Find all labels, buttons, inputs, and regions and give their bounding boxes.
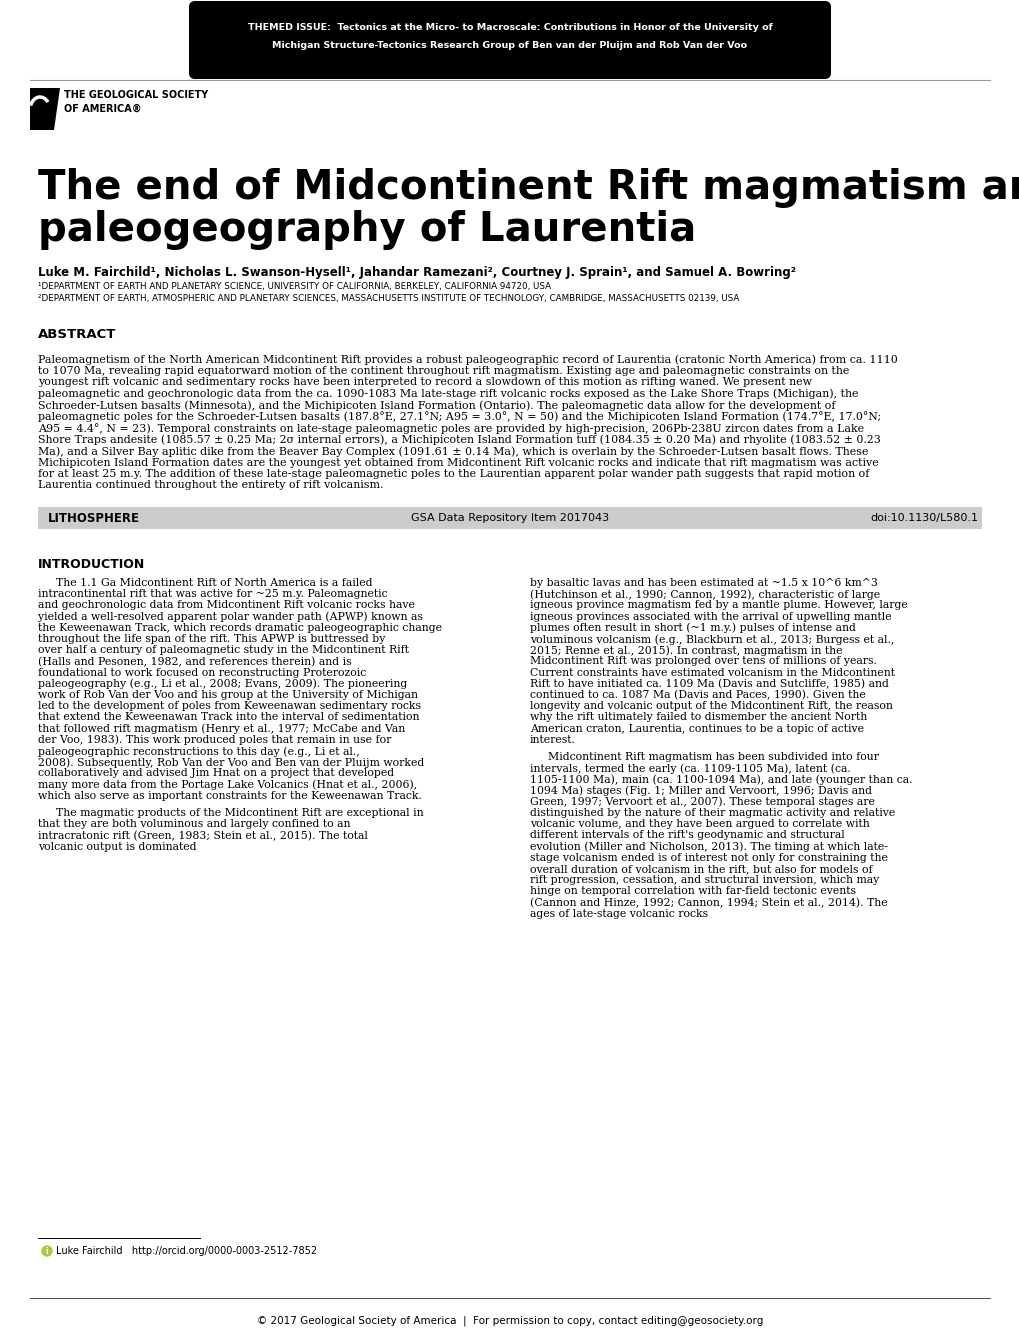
Text: Shore Traps andesite (1085.57 ± 0.25 Ma; 2σ internal errors), a Michipicoten Isl: Shore Traps andesite (1085.57 ± 0.25 Ma;… [38, 434, 880, 445]
Text: longevity and volcanic output of the Midcontinent Rift, the reason: longevity and volcanic output of the Mid… [530, 702, 892, 711]
Text: Midcontinent Rift magmatism has been subdivided into four: Midcontinent Rift magmatism has been sub… [547, 753, 878, 762]
Text: why the rift ultimately failed to dismember the ancient North: why the rift ultimately failed to dismem… [530, 712, 866, 723]
Text: American craton, Laurentia, continues to be a topic of active: American craton, Laurentia, continues to… [530, 723, 863, 734]
Text: throughout the life span of the rift. This APWP is buttressed by: throughout the life span of the rift. Th… [38, 634, 385, 644]
Text: yielded a well-resolved apparent polar wander path (APWP) known as: yielded a well-resolved apparent polar w… [38, 612, 423, 622]
Text: Laurentia continued throughout the entirety of rift volcanism.: Laurentia continued throughout the entir… [38, 481, 383, 491]
Text: 2008). Subsequently, Rob Van der Voo and Ben van der Pluijm worked: 2008). Subsequently, Rob Van der Voo and… [38, 757, 424, 767]
Text: volcanic volume, and they have been argued to correlate with: volcanic volume, and they have been argu… [530, 820, 869, 829]
Text: by basaltic lavas and has been estimated at ~1.5 x 10^6 km^3: by basaltic lavas and has been estimated… [530, 578, 877, 589]
Text: Rift to have initiated ca. 1109 Ma (Davis and Sutcliffe, 1985) and: Rift to have initiated ca. 1109 Ma (Davi… [530, 679, 888, 689]
Text: over half a century of paleomagnetic study in the Midcontinent Rift: over half a century of paleomagnetic stu… [38, 645, 409, 656]
Text: that they are both voluminous and largely confined to an: that they are both voluminous and largel… [38, 820, 351, 829]
Text: (Cannon and Hinze, 1992; Cannon, 1994; Stein et al., 2014). The: (Cannon and Hinze, 1992; Cannon, 1994; S… [530, 898, 887, 909]
Text: paleomagnetic and geochronologic data from the ca. 1090-1083 Ma late-stage rift : paleomagnetic and geochronologic data fr… [38, 388, 858, 399]
Text: The 1.1 Ga Midcontinent Rift of North America is a failed: The 1.1 Ga Midcontinent Rift of North Am… [56, 578, 372, 589]
Text: work of Rob Van der Voo and his group at the University of Michigan: work of Rob Van der Voo and his group at… [38, 689, 418, 700]
Text: interest.: interest. [530, 735, 576, 745]
Text: 1094 Ma) stages (Fig. 1; Miller and Vervoort, 1996; Davis and: 1094 Ma) stages (Fig. 1; Miller and Verv… [530, 786, 871, 796]
Text: stage volcanism ended is of interest not only for constraining the: stage volcanism ended is of interest not… [530, 853, 887, 863]
Text: plumes often result in short (~1 m.y.) pulses of intense and: plumes often result in short (~1 m.y.) p… [530, 622, 855, 633]
Text: Ma), and a Silver Bay aplitic dike from the Beaver Bay Complex (1091.61 ± 0.14 M: Ma), and a Silver Bay aplitic dike from … [38, 446, 867, 457]
Text: distinguished by the nature of their magmatic activity and relative: distinguished by the nature of their mag… [530, 808, 895, 818]
Text: © 2017 Geological Society of America  |  For permission to copy, contact editing: © 2017 Geological Society of America | F… [257, 1316, 762, 1327]
Text: LITHOSPHERE: LITHOSPHERE [48, 512, 140, 524]
Text: Schroeder-Lutsen basalts (Minnesota), and the Michipicoten Island Formation (Ont: Schroeder-Lutsen basalts (Minnesota), an… [38, 401, 835, 410]
Text: OF AMERICA®: OF AMERICA® [64, 103, 142, 114]
Text: (Halls and Pesonen, 1982, and references therein) and is: (Halls and Pesonen, 1982, and references… [38, 656, 352, 667]
Text: Michipicoten Island Formation dates are the youngest yet obtained from Midcontin: Michipicoten Island Formation dates are … [38, 457, 878, 468]
Text: collaboratively and advised Jim Hnat on a project that developed: collaboratively and advised Jim Hnat on … [38, 769, 393, 778]
Text: doi:10.1130/L580.1: doi:10.1130/L580.1 [869, 513, 977, 523]
Text: ²DEPARTMENT OF EARTH, ATMOSPHERIC AND PLANETARY SCIENCES, MASSACHUSETTS INSTITUT: ²DEPARTMENT OF EARTH, ATMOSPHERIC AND PL… [38, 294, 739, 302]
Text: foundational to work focused on reconstructing Proterozoic: foundational to work focused on reconstr… [38, 668, 366, 677]
FancyBboxPatch shape [189, 1, 830, 79]
Text: igneous province magmatism fed by a mantle plume. However, large: igneous province magmatism fed by a mant… [530, 601, 907, 610]
Text: The magmatic products of the Midcontinent Rift are exceptional in: The magmatic products of the Midcontinen… [56, 808, 423, 818]
Text: youngest rift volcanic and sedimentary rocks have been interpreted to record a s: youngest rift volcanic and sedimentary r… [38, 378, 811, 387]
Text: THE GEOLOGICAL SOCIETY: THE GEOLOGICAL SOCIETY [64, 90, 208, 99]
Text: Luke M. Fairchild¹, Nicholas L. Swanson-Hysell¹, Jahandar Ramezani², Courtney J.: Luke M. Fairchild¹, Nicholas L. Swanson-… [38, 266, 795, 280]
Text: many more data from the Portage Lake Volcanics (Hnat et al., 2006),: many more data from the Portage Lake Vol… [38, 780, 417, 790]
Text: volcanic output is dominated: volcanic output is dominated [38, 841, 197, 852]
Circle shape [42, 1246, 52, 1257]
Text: intracratonic rift (Green, 1983; Stein et al., 2015). The total: intracratonic rift (Green, 1983; Stein e… [38, 831, 368, 841]
Text: Midcontinent Rift was prolonged over tens of millions of years.: Midcontinent Rift was prolonged over ten… [530, 656, 876, 667]
Text: rift progression, cessation, and structural inversion, which may: rift progression, cessation, and structu… [530, 875, 878, 886]
Text: 1105-1100 Ma), main (ca. 1100-1094 Ma), and late (younger than ca.: 1105-1100 Ma), main (ca. 1100-1094 Ma), … [530, 774, 912, 785]
Text: paleogeographic reconstructions to this day (e.g., Li et al.,: paleogeographic reconstructions to this … [38, 746, 360, 757]
Text: Current constraints have estimated volcanism in the Midcontinent: Current constraints have estimated volca… [530, 668, 894, 677]
Text: 2015; Renne et al., 2015). In contrast, magmatism in the: 2015; Renne et al., 2015). In contrast, … [530, 645, 842, 656]
Text: Luke Fairchild   http://orcid.org/0000-0003-2512-7852: Luke Fairchild http://orcid.org/0000-000… [56, 1246, 317, 1257]
Text: which also serve as important constraints for the Keweenawan Track.: which also serve as important constraint… [38, 790, 422, 801]
Text: ages of late-stage volcanic rocks: ages of late-stage volcanic rocks [530, 909, 707, 919]
Text: hinge on temporal correlation with far-field tectonic events: hinge on temporal correlation with far-f… [530, 887, 855, 896]
Text: paleogeography of Laurentia: paleogeography of Laurentia [38, 210, 696, 250]
Text: that followed rift magmatism (Henry et al., 1977; McCabe and Van: that followed rift magmatism (Henry et a… [38, 723, 405, 734]
Polygon shape [30, 87, 60, 130]
Text: different intervals of the rift's geodynamic and structural: different intervals of the rift's geodyn… [530, 831, 844, 840]
Text: The end of Midcontinent Rift magmatism and the: The end of Midcontinent Rift magmatism a… [38, 168, 1019, 208]
Text: led to the development of poles from Keweenawan sedimentary rocks: led to the development of poles from Kew… [38, 702, 421, 711]
Text: GSA Data Repository Item 2017043: GSA Data Repository Item 2017043 [411, 513, 608, 523]
Text: Paleomagnetism of the North American Midcontinent Rift provides a robust paleoge: Paleomagnetism of the North American Mid… [38, 353, 897, 364]
Text: ABSTRACT: ABSTRACT [38, 328, 116, 341]
Text: paleomagnetic poles for the Schroeder-Lutsen basalts (187.8°E, 27.1°N; A95 = 3.0: paleomagnetic poles for the Schroeder-Lu… [38, 411, 880, 422]
Text: A95 = 4.4°, N = 23). Temporal constraints on late-stage paleomagnetic poles are : A95 = 4.4°, N = 23). Temporal constraint… [38, 423, 863, 434]
Text: paleogeography (e.g., Li et al., 2008; Evans, 2009). The pioneering: paleogeography (e.g., Li et al., 2008; E… [38, 679, 407, 689]
Text: ¹DEPARTMENT OF EARTH AND PLANETARY SCIENCE, UNIVERSITY OF CALIFORNIA, BERKELEY, : ¹DEPARTMENT OF EARTH AND PLANETARY SCIEN… [38, 282, 550, 292]
Text: INTRODUCTION: INTRODUCTION [38, 558, 145, 571]
Bar [38, 507, 981, 530]
Text: igneous provinces associated with the arrival of upwelling mantle: igneous provinces associated with the ar… [530, 612, 891, 622]
Text: intracontinental rift that was active for ~25 m.y. Paleomagnetic: intracontinental rift that was active fo… [38, 589, 387, 599]
Text: continued to ca. 1087 Ma (Davis and Paces, 1990). Given the: continued to ca. 1087 Ma (Davis and Pace… [530, 689, 865, 700]
Text: that extend the Keweenawan Track into the interval of sedimentation: that extend the Keweenawan Track into th… [38, 712, 419, 723]
Text: for at least 25 m.y. The addition of these late-stage paleomagnetic poles to the: for at least 25 m.y. The addition of the… [38, 469, 868, 478]
Text: evolution (Miller and Nicholson, 2013). The timing at which late-: evolution (Miller and Nicholson, 2013). … [530, 841, 887, 852]
Text: i: i [46, 1246, 48, 1255]
Text: Michigan Structure-Tectonics Research Group of Ben van der Pluijm and Rob Van de: Michigan Structure-Tectonics Research Gr… [272, 42, 747, 51]
Text: and geochronologic data from Midcontinent Rift volcanic rocks have: and geochronologic data from Midcontinen… [38, 601, 415, 610]
Text: (Hutchinson et al., 1990; Cannon, 1992), characteristic of large: (Hutchinson et al., 1990; Cannon, 1992),… [530, 589, 879, 599]
Text: the Keweenawan Track, which records dramatic paleogeographic change: the Keweenawan Track, which records dram… [38, 622, 441, 633]
Text: Green, 1997; Vervoort et al., 2007). These temporal stages are: Green, 1997; Vervoort et al., 2007). The… [530, 797, 874, 808]
Text: to 1070 Ma, revealing rapid equatorward motion of the continent throughout rift : to 1070 Ma, revealing rapid equatorward … [38, 366, 849, 375]
Text: THEMED ISSUE:  Tectonics at the Micro- to Macroscale: Contributions in Honor of : THEMED ISSUE: Tectonics at the Micro- to… [248, 23, 771, 32]
Text: intervals, termed the early (ca. 1109-1105 Ma), latent (ca.: intervals, termed the early (ca. 1109-11… [530, 763, 850, 774]
Text: overall duration of volcanism in the rift, but also for models of: overall duration of volcanism in the rif… [530, 864, 872, 874]
Text: voluminous volcanism (e.g., Blackburn et al., 2013; Burgess et al.,: voluminous volcanism (e.g., Blackburn et… [530, 634, 894, 645]
Text: der Voo, 1983). This work produced poles that remain in use for: der Voo, 1983). This work produced poles… [38, 735, 391, 746]
